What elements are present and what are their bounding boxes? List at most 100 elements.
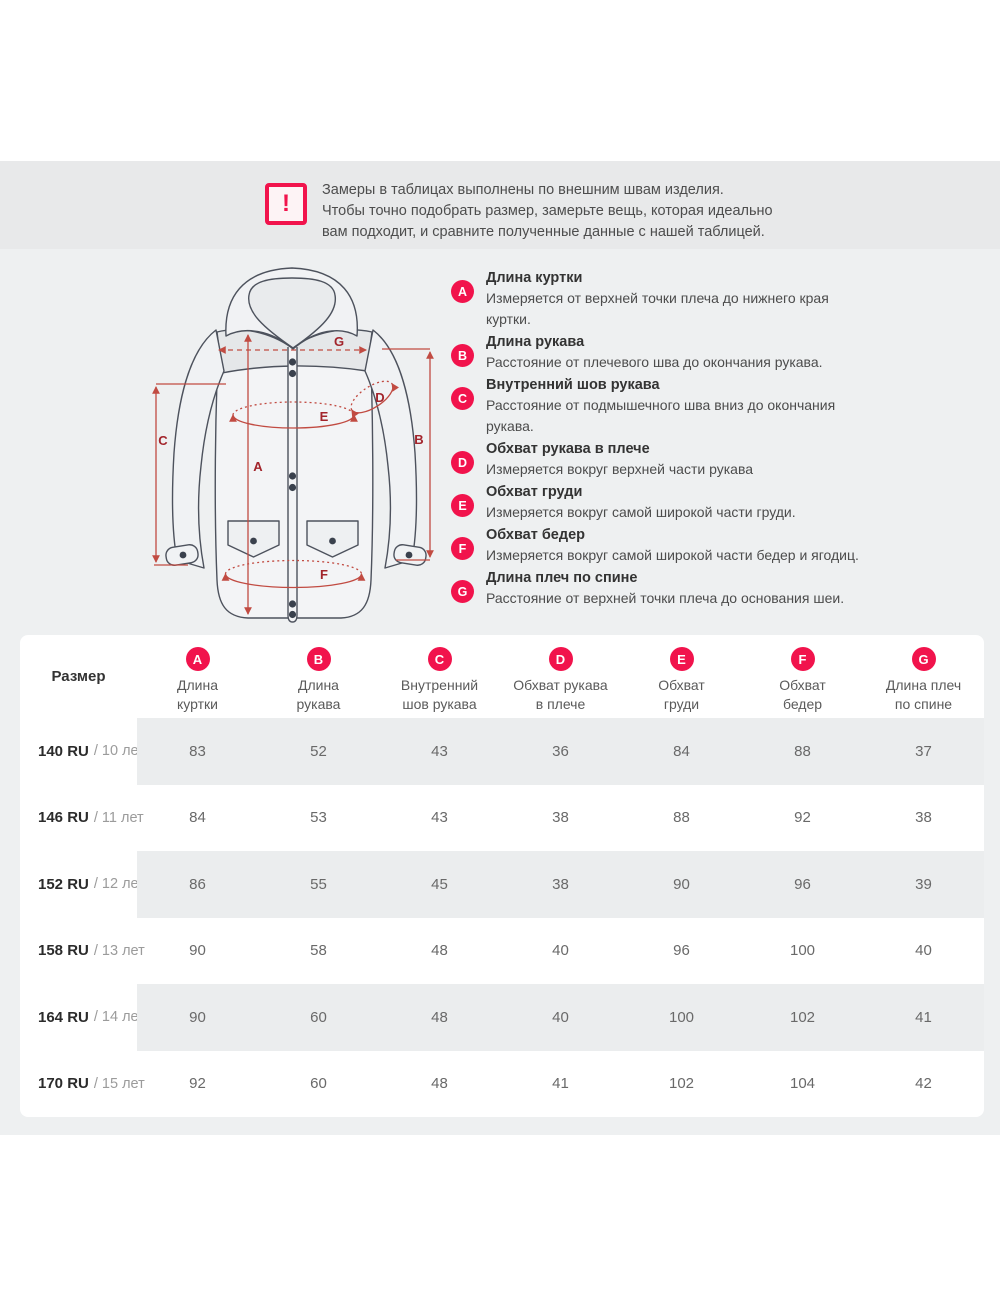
size-label: 146 RU [38, 809, 89, 827]
warning-banner: ! Замеры в таблицах выполнены по внешним… [0, 161, 1000, 249]
badge-g: G [911, 647, 936, 671]
badge-g: G [451, 580, 474, 603]
table-row: 164 RU/ 14 лет 90 60 48 40 100 102 41 [20, 984, 984, 1051]
column-header-b: B Длина рукава [258, 635, 379, 718]
column-header-d: D Обхват рукава в плече [500, 635, 621, 718]
size-label: 164 RU [38, 1008, 89, 1026]
legend-item-g: G Длина плеч по спине Расстояние от верх… [451, 568, 991, 609]
cell-value: 41 [552, 1075, 569, 1093]
jacket-diagram-svg: A B C D E F G [152, 267, 434, 623]
age-label: / 13 лет [93, 942, 145, 959]
cell-value: 60 [310, 1075, 327, 1093]
diagram-label-c: C [158, 433, 168, 448]
legend-title: Обхват рукава в плече [486, 441, 650, 457]
legend-desc: Измеряется вокруг самой широкой части гр… [486, 504, 796, 520]
banner-line: Чтобы точно подобрать размер, замерьте в… [322, 203, 773, 219]
column-header-e: E Обхват груди [621, 635, 742, 718]
jacket-buttons [179, 358, 413, 619]
cell-value: 100 [621, 984, 742, 1051]
badge-d: D [548, 647, 573, 671]
size-label: 152 RU [38, 875, 89, 893]
table-row: 152 RU/ 12 лет 86 55 45 38 90 96 39 [20, 851, 984, 918]
legend-item-c: C Внутренний шов рукава Расстояние от по… [451, 375, 991, 437]
cell-value: 90 [189, 942, 206, 960]
legend-desc: Измеряется от верхней точки плеча до ниж… [486, 290, 829, 306]
legend-item-b: B Длина рукава Расстояние от плечевого ш… [451, 332, 991, 373]
table-row: 140 RU/ 10 лет 83 52 43 36 84 88 37 [20, 718, 984, 785]
cell-value: 96 [673, 942, 690, 960]
legend-desc: куртки. [486, 311, 531, 327]
diagram-label-b: B [414, 432, 423, 447]
legend-title: Обхват бедер [486, 527, 586, 543]
legend-item-a: A Длина куртки Измеряется от верхней точ… [451, 268, 991, 330]
cell-value: 104 [789, 1075, 816, 1093]
legend-item-e: E Обхват груди Измеряется вокруг самой ш… [451, 482, 991, 523]
jacket-measurement-diagram: A B C D E F G [140, 258, 460, 630]
legend-desc: Измеряется вокруг верхней части рукава [486, 461, 754, 477]
legend-title: Внутренний шов рукава [486, 377, 660, 393]
measure-ellipse-f-top [224, 559, 363, 575]
cell-value: 102 [668, 1075, 695, 1093]
measurement-legend: A Длина куртки Измеряется от верхней точ… [451, 268, 991, 611]
cell-value: 45 [379, 851, 500, 918]
cell-value: 40 [915, 942, 932, 960]
cell-value: 38 [915, 809, 932, 827]
cell-value: 43 [431, 809, 448, 827]
badge-b: B [306, 647, 331, 671]
cell-value: 40 [552, 942, 569, 960]
cell-value: 86 [137, 851, 258, 918]
legend-title: Длина куртки [486, 270, 583, 286]
legend-desc: Измеряется вокруг самой широкой части бе… [486, 547, 859, 563]
badge-f: F [451, 537, 474, 560]
cell-value: 102 [742, 984, 863, 1051]
age-label: / 11 лет [93, 809, 144, 826]
legend-desc: рукава. [486, 418, 534, 434]
legend-title: Обхват груди [486, 484, 583, 500]
age-label: / 12 лет [93, 876, 145, 893]
cell-value: 84 [621, 718, 742, 785]
legend-desc: Расстояние от верхней точки плеча до осн… [486, 590, 845, 606]
cell-value: 38 [552, 809, 569, 827]
cell-value: 84 [189, 809, 206, 827]
age-label: / 14 лет [93, 1009, 145, 1026]
measurement-lines [152, 333, 434, 616]
cell-value: 42 [915, 1075, 932, 1093]
cell-value: 92 [189, 1075, 206, 1093]
diagram-label-d: D [375, 390, 384, 405]
diagram-label-g: G [334, 334, 344, 349]
size-guide-section: A B C D E F G A Длина куртки Измеряется … [0, 249, 1000, 1135]
cell-value: 88 [673, 809, 690, 827]
cell-value: 39 [863, 851, 984, 918]
measure-ellipse-f-bottom [221, 572, 366, 589]
legend-title: Длина плеч по спине [486, 570, 638, 586]
cell-value: 53 [310, 809, 327, 827]
cell-value: 90 [621, 851, 742, 918]
cell-value: 60 [258, 984, 379, 1051]
table-row: 170 RU/ 15 лет 92 60 48 41 102 104 42 [20, 1051, 984, 1118]
cell-value: 88 [742, 718, 863, 785]
measure-ellipse-e-bottom [229, 413, 358, 429]
measurement-letters: A B C D E F G [158, 334, 423, 582]
diagram-label-f: F [320, 567, 328, 582]
badge-c: C [451, 387, 474, 410]
cell-value: 43 [379, 718, 500, 785]
table-row: 146 RU/ 11 лет 84 53 43 38 88 92 38 [20, 785, 984, 852]
cell-value: 52 [258, 718, 379, 785]
legend-desc: Расстояние от подмышечного шва вниз до о… [486, 397, 836, 413]
size-label: 140 RU [38, 742, 89, 760]
legend-item-d: D Обхват рукава в плече Измеряется вокру… [451, 439, 991, 480]
badge-a: A [451, 280, 474, 303]
size-label: 158 RU [38, 942, 89, 960]
banner-line: Замеры в таблицах выполнены по внешним ш… [322, 182, 724, 198]
diagram-label-e: E [320, 409, 329, 424]
badge-d: D [451, 451, 474, 474]
badge-e: E [451, 494, 474, 517]
cell-value: 90 [137, 984, 258, 1051]
legend-item-f: F Обхват бедер Измеряется вокруг самой ш… [451, 525, 991, 566]
diagram-label-a: A [253, 459, 263, 474]
cell-value: 48 [431, 942, 448, 960]
jacket-hood-opening [248, 277, 337, 349]
column-header-f: F Обхват бедер [742, 635, 863, 718]
legend-title: Длина рукава [486, 334, 585, 350]
banner-line: вам подходит, и сравните полученные данн… [322, 224, 765, 240]
